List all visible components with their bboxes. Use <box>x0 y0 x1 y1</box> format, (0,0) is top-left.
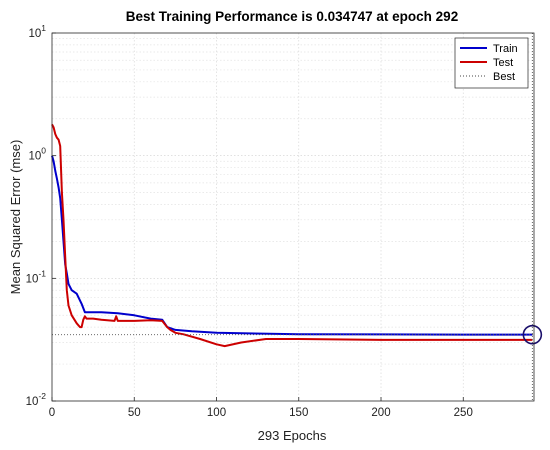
y-tick-label: 10-1 <box>26 268 47 285</box>
x-tick-label: 200 <box>371 407 390 419</box>
plot-frame <box>51 32 535 402</box>
series-layer <box>51 33 543 401</box>
x-tick-label: 100 <box>207 407 226 419</box>
x-tick-label: 0 <box>49 407 55 419</box>
y-tick-label: 10-2 <box>26 391 47 408</box>
x-tick-label: 250 <box>454 407 473 419</box>
x-tick-labels: 0 50 100 150 200 250 <box>49 397 473 419</box>
x-axis-label: 293 Epochs <box>258 428 327 443</box>
y-axis-label: Mean Squared Error (mse) <box>8 140 23 295</box>
test-series-line <box>51 123 533 348</box>
train-series-line <box>51 155 533 336</box>
legend-label: Best <box>493 71 515 83</box>
x-tick-label: 50 <box>128 407 141 419</box>
legend-label: Test <box>493 57 513 69</box>
y-tick-label: 100 <box>28 146 46 163</box>
legend-label: Train <box>493 43 518 55</box>
legend: Train Test Best <box>454 37 529 89</box>
y-tick-labels: 10-2 10-1 100 101 <box>26 23 56 408</box>
best-point-marker <box>522 324 543 345</box>
x-tick-label: 150 <box>289 407 308 419</box>
y-tick-label: 101 <box>28 23 46 40</box>
chart-title: Best Training Performance is 0.034747 at… <box>126 9 458 24</box>
